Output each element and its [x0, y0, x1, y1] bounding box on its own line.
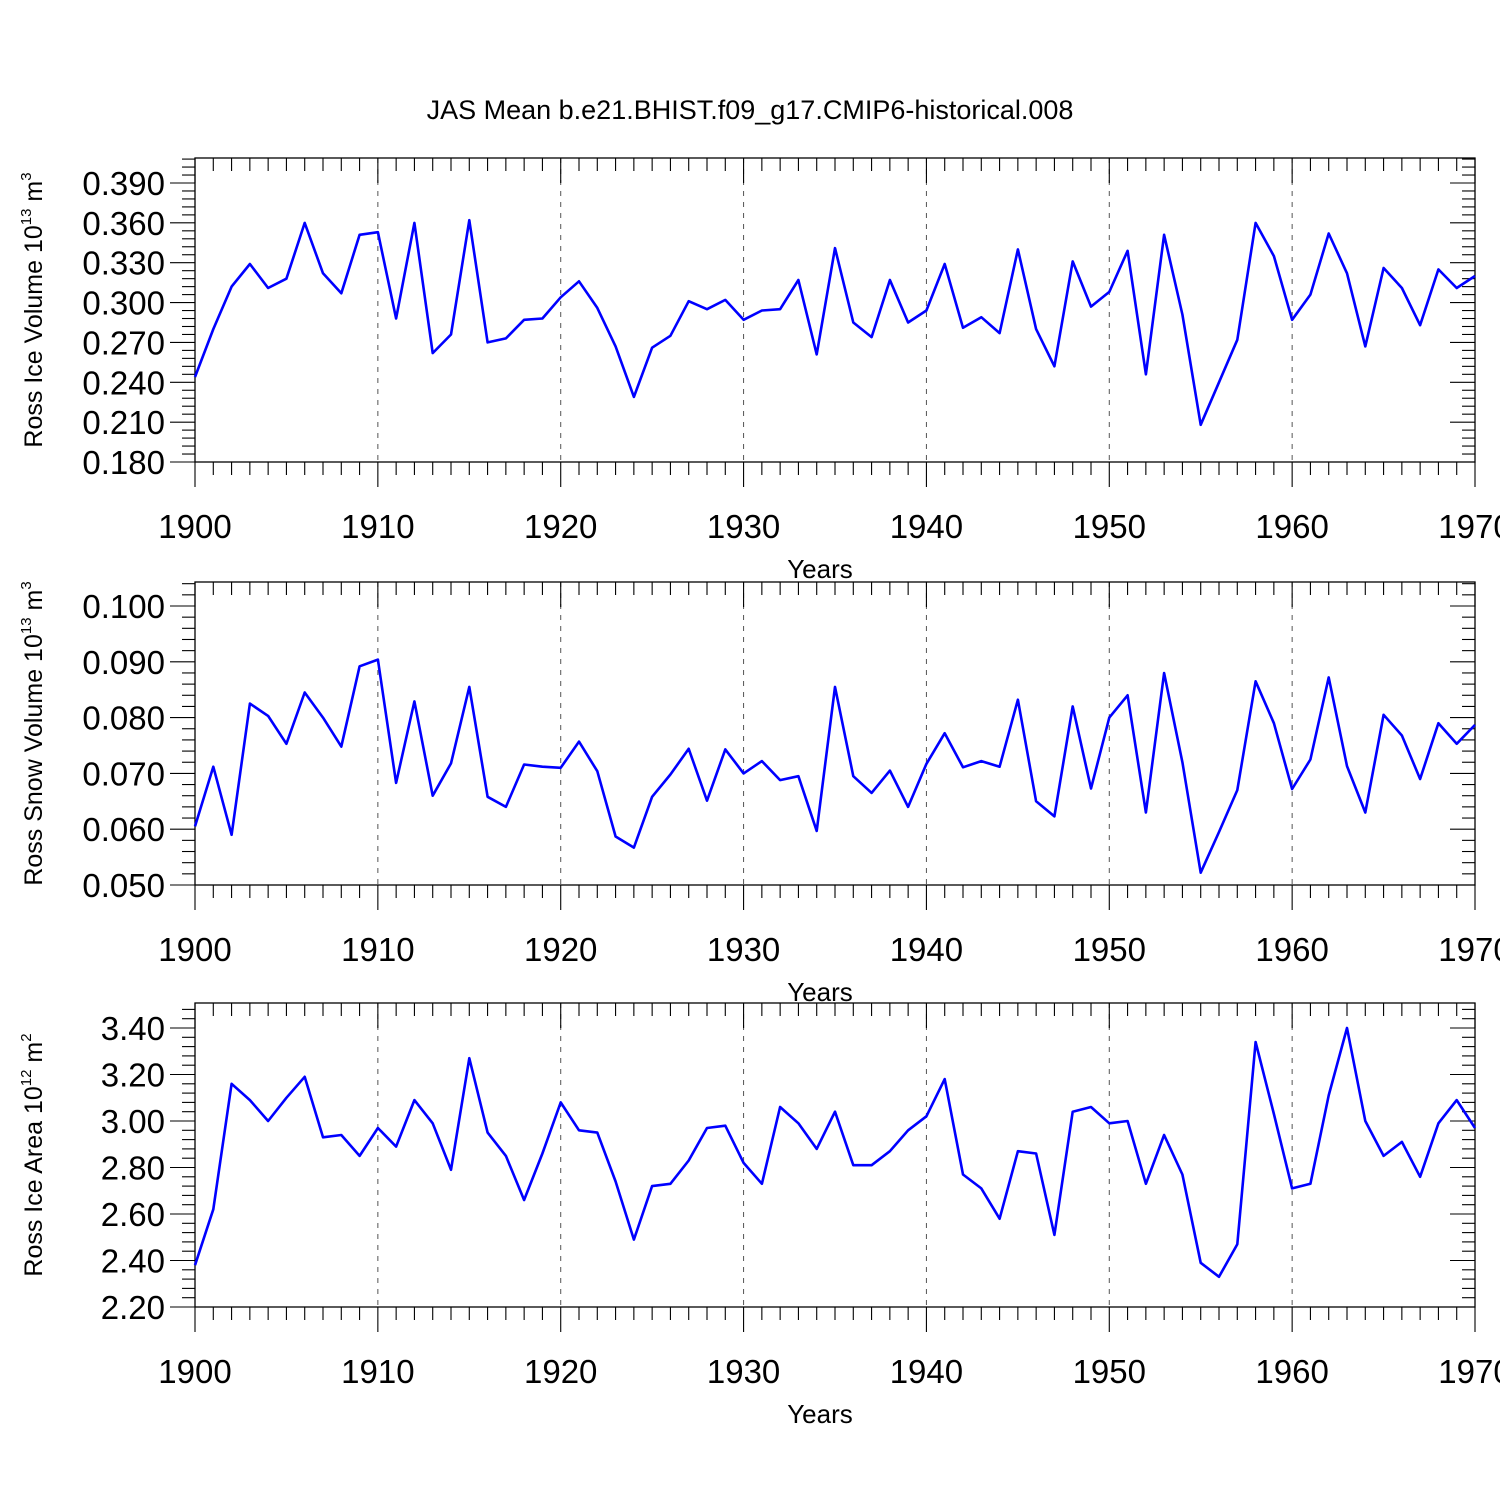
y-tick-label: 0.060 — [82, 811, 165, 848]
x-tick-label: 1920 — [524, 508, 597, 545]
y-tick-label: 2.60 — [101, 1196, 165, 1233]
x-tick-label: 1940 — [890, 508, 963, 545]
chart-panel-1: 0.1800.2100.2400.2700.3000.3300.3600.390… — [18, 157, 1500, 584]
x-tick-label: 1920 — [524, 1353, 597, 1390]
x-tick-label: 1960 — [1255, 931, 1328, 968]
y-tick-label: 0.180 — [82, 444, 165, 481]
x-axis-label: Years — [787, 1399, 853, 1429]
series-line — [193, 218, 1476, 427]
x-tick-label: 1910 — [341, 931, 414, 968]
y-tick-label: 0.240 — [82, 364, 165, 401]
y-tick-label: 0.270 — [82, 324, 165, 361]
y-axis-label: Ross Ice Volume 1013 m3 — [18, 172, 48, 447]
y-tick-label: 2.80 — [101, 1150, 165, 1187]
y-axis-label: Ross Ice Area 1012 m2 — [18, 1033, 48, 1276]
series-line — [193, 658, 1476, 875]
x-tick-label: 1900 — [158, 1353, 231, 1390]
x-tick-label: 1930 — [707, 1353, 780, 1390]
x-tick-label: 1950 — [1073, 1353, 1146, 1390]
x-tick-label: 1960 — [1255, 508, 1328, 545]
x-tick-label: 1950 — [1073, 508, 1146, 545]
y-tick-label: 0.360 — [82, 205, 165, 242]
y-tick-label: 0.050 — [82, 867, 165, 904]
y-tick-label: 0.300 — [82, 285, 165, 322]
x-tick-label: 1950 — [1073, 931, 1146, 968]
series-line — [193, 1026, 1477, 1279]
x-tick-label: 1930 — [707, 508, 780, 545]
y-axis-label: Ross Snow Volume 1013 m3 — [18, 581, 48, 885]
chart-panel-2: 0.050 0.060 0.070 0.080 0.090 0.100 1900 1910 19… — [18, 581, 1500, 1007]
y-tick-label: 0.090 — [82, 644, 165, 681]
plot-frame — [194, 581, 1476, 886]
x-tick-label: 1940 — [890, 931, 963, 968]
y-tick-label: 0.080 — [82, 700, 165, 737]
chart-panel-3: 2.20 2.40 2.60 2.80 3.00 3.20 3.40 1900 1910 1920… — [18, 1002, 1500, 1429]
y-tick-label: 3.00 — [101, 1103, 165, 1140]
y-tick-label: 2.20 — [101, 1289, 165, 1326]
y-tick-label: 2.40 — [101, 1243, 165, 1280]
x-tick-label: 1910 — [341, 508, 414, 545]
x-axis-label: Years — [787, 977, 853, 1007]
figure-title: JAS Mean b.e21.BHIST.f09_g17.CMIP6-histo… — [427, 95, 1074, 125]
y-tick-label: 0.100 — [82, 588, 165, 625]
x-tick-label: 1970 — [1438, 508, 1500, 545]
x-tick-label: 1970 — [1438, 931, 1500, 968]
y-tick-label: 0.210 — [82, 404, 165, 441]
x-tick-label: 1920 — [524, 931, 597, 968]
x-tick-label: 1960 — [1255, 1353, 1328, 1390]
x-tick-label: 1970 — [1438, 1353, 1500, 1390]
y-tick-label: 0.070 — [82, 755, 165, 792]
x-tick-label: 1940 — [890, 1353, 963, 1390]
y-tick-label: 0.390 — [82, 165, 165, 202]
x-tick-label: 1900 — [158, 931, 231, 968]
y-tick-label: 0.330 — [82, 245, 165, 282]
y-tick-label: 3.20 — [101, 1057, 165, 1094]
x-axis-label: Years — [787, 554, 853, 584]
x-tick-label: 1930 — [707, 931, 780, 968]
y-tick-label: 3.40 — [101, 1010, 165, 1047]
x-tick-label: 1910 — [341, 1353, 414, 1390]
plot-frame — [194, 157, 1476, 463]
x-tick-label: 1900 — [158, 508, 231, 545]
